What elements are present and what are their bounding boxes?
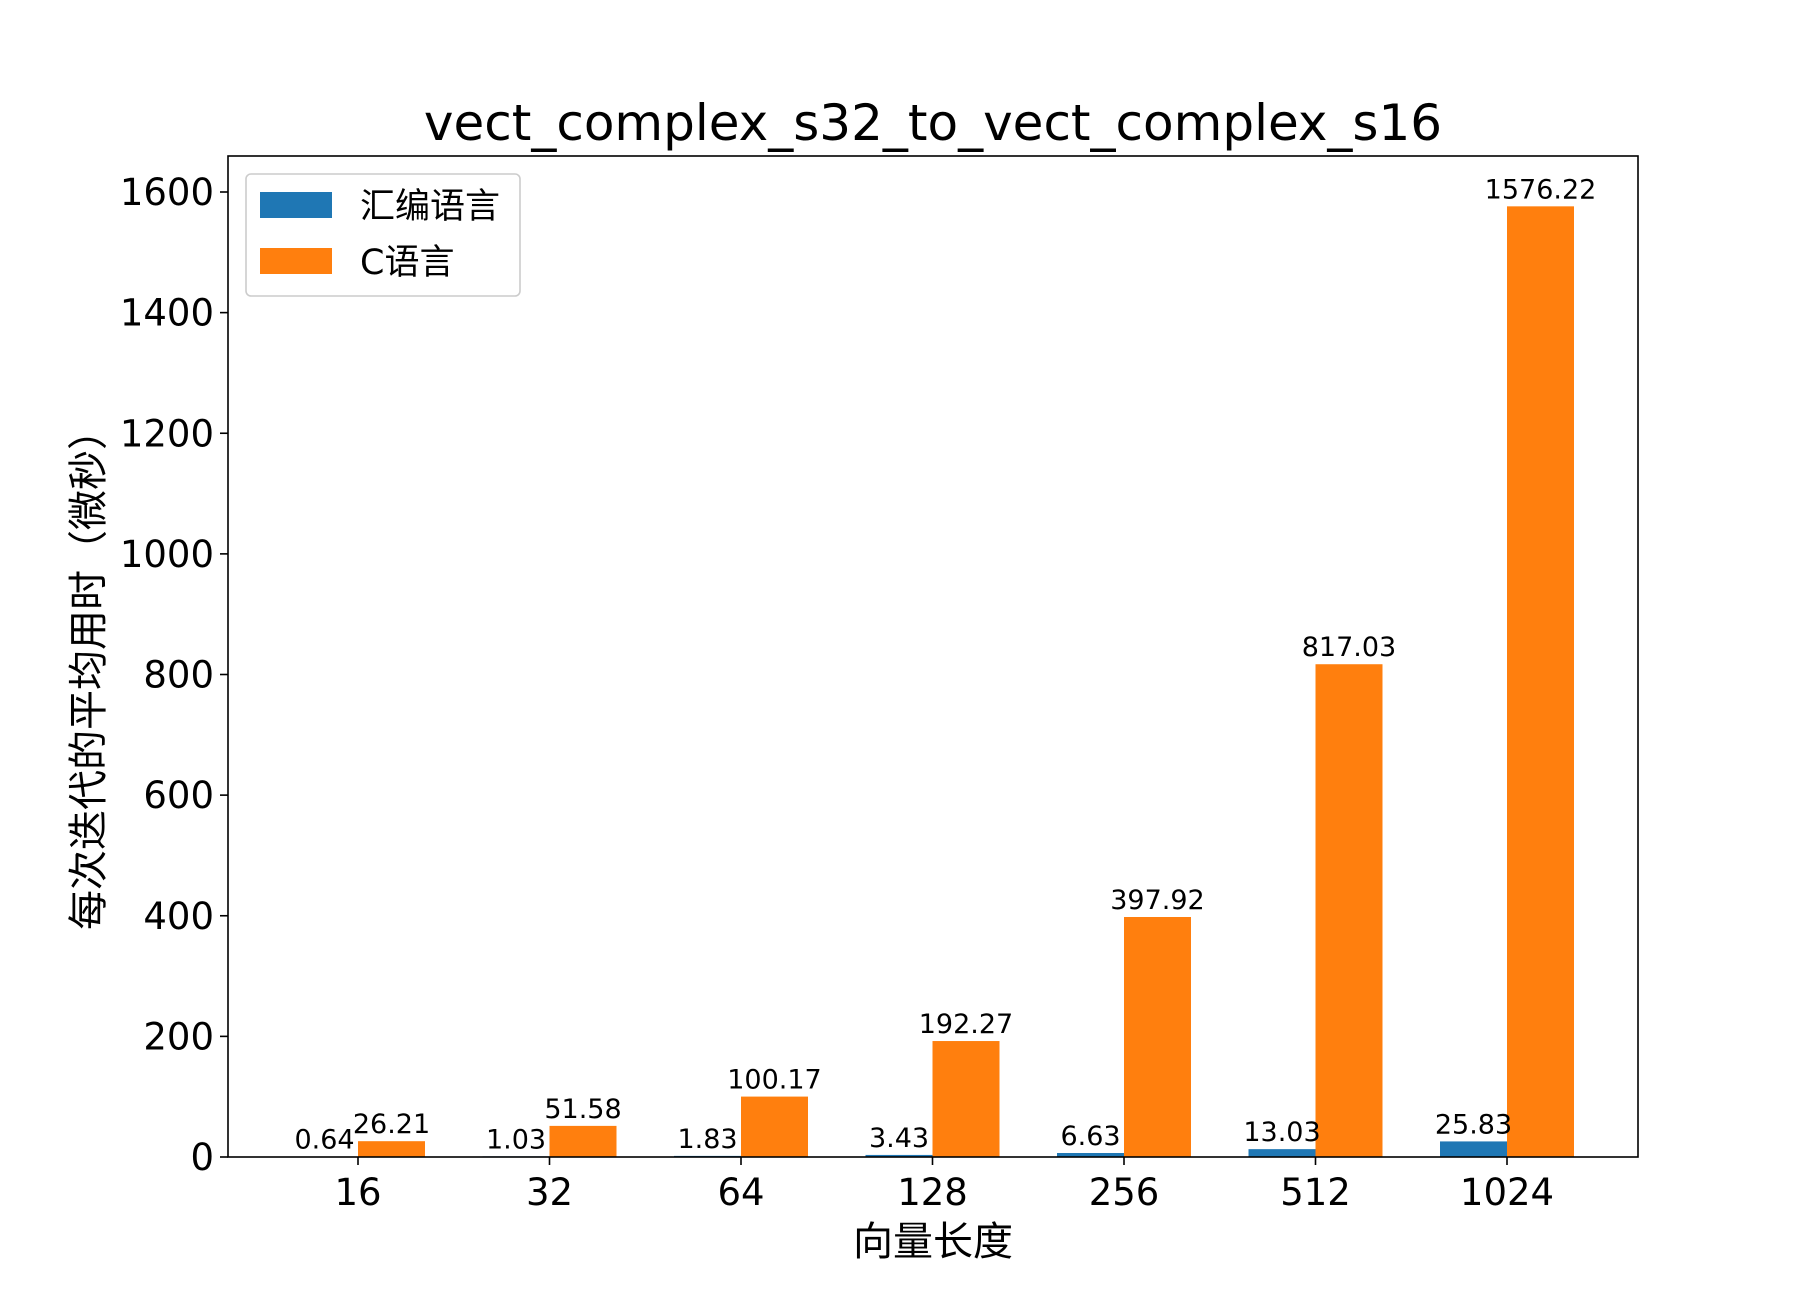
legend-label-c: C语言 — [360, 243, 454, 283]
bar-value-label: 6.63 — [1060, 1121, 1120, 1152]
x-tick-label: 1024 — [1460, 1171, 1554, 1214]
bar-assembly — [1057, 1153, 1124, 1157]
y-tick-label: 1600 — [120, 171, 214, 214]
y-tick-label: 1400 — [120, 292, 214, 335]
y-tick-label: 400 — [143, 895, 214, 938]
bar-value-label: 25.83 — [1435, 1109, 1512, 1140]
plot-area-frame — [227, 155, 1639, 1158]
bar-c — [1315, 664, 1383, 1157]
bar-value-label: 192.27 — [919, 1009, 1013, 1040]
x-axis-ticks: 16 32 64 128 256 512 1024 — [334, 1157, 1554, 1214]
bar-value-label: 100.17 — [727, 1065, 821, 1096]
bar-value-label: 1.83 — [677, 1124, 737, 1155]
x-tick-label: 512 — [1280, 1171, 1351, 1214]
bar-c — [932, 1041, 1000, 1157]
bars-group — [291, 206, 1574, 1158]
y-tick-label: 800 — [143, 654, 214, 697]
bar-c — [1124, 917, 1191, 1157]
bar-c — [741, 1096, 808, 1157]
bar-value-label: 51.58 — [544, 1094, 621, 1125]
x-tick-label: 16 — [334, 1171, 381, 1214]
bar-value-label: 1.03 — [486, 1124, 546, 1155]
bar-value-label: 13.03 — [1243, 1117, 1320, 1148]
legend-label-assembly: 汇编语言 — [360, 187, 500, 227]
y-axis-label: 每次迭代的平均用时（微秒） — [66, 410, 112, 930]
bar-c — [549, 1125, 617, 1157]
bar-value-label: 397.92 — [1110, 885, 1204, 916]
bar-assembly — [1440, 1141, 1507, 1157]
x-tick-label: 64 — [717, 1171, 764, 1214]
y-tick-label: 1000 — [120, 533, 214, 576]
bar-assembly — [1248, 1149, 1316, 1157]
legend-swatch-c — [260, 248, 332, 274]
bar-value-label: 26.21 — [353, 1109, 430, 1140]
bar-c — [1507, 206, 1574, 1158]
legend: 汇编语言 C语言 — [245, 173, 521, 297]
y-tick-label: 0 — [190, 1136, 214, 1179]
y-tick-label: 200 — [143, 1015, 214, 1058]
x-tick-label: 128 — [897, 1171, 968, 1214]
bar-c — [358, 1141, 425, 1157]
y-tick-label: 600 — [143, 774, 214, 817]
y-tick-label: 1200 — [120, 412, 214, 455]
bar-value-label: 817.03 — [1302, 632, 1396, 663]
bar-value-label: 3.43 — [869, 1123, 929, 1154]
x-axis-label: 向量长度 — [853, 1219, 1013, 1265]
x-tick-label: 32 — [526, 1171, 573, 1214]
chart-title: vect_complex_s32_to_vect_complex_s16 — [424, 94, 1442, 152]
x-tick-label: 256 — [1089, 1171, 1160, 1214]
bar-value-label: 0.64 — [294, 1125, 354, 1156]
legend-swatch-assembly — [260, 192, 332, 218]
bar-value-label: 1576.22 — [1485, 174, 1597, 205]
y-axis-ticks: 0 200 400 600 800 1000 1200 1400 1600 — [120, 171, 228, 1179]
bar-assembly — [865, 1154, 933, 1157]
